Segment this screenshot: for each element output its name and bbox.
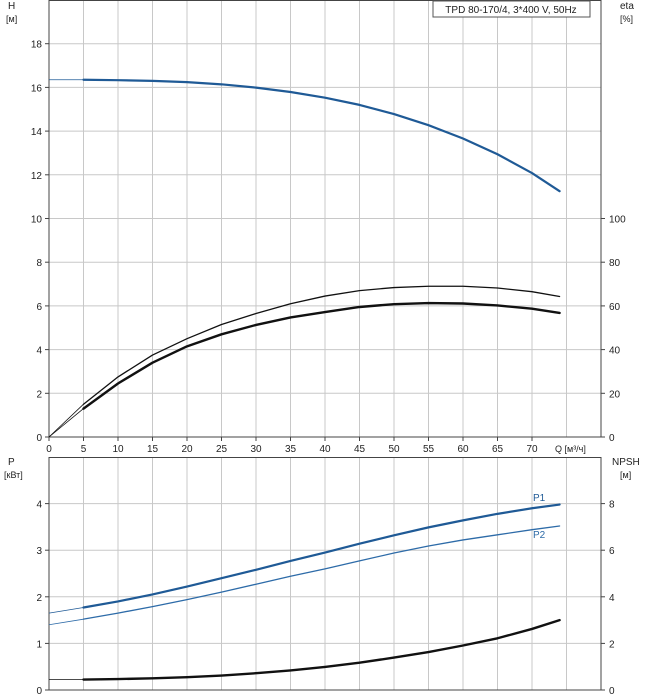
p-axis-name: P (8, 457, 15, 468)
p-axis-unit: [кВт] (4, 470, 23, 480)
top-left-tick-label: 8 (36, 258, 42, 269)
bottom-series-0-extrapolated (48, 607, 84, 614)
eta-axis-name: eta (620, 1, 634, 12)
bottom-left-tick-label: 0 (36, 686, 42, 697)
top-left-tick-label: 16 (31, 83, 43, 94)
bottom-right-tick-label: 4 (609, 593, 615, 604)
npsh-axis-unit: [м] (620, 470, 631, 480)
x-tick-label: 35 (285, 444, 297, 455)
h-axis-unit: [м] (6, 14, 17, 24)
x-tick-label: 10 (112, 444, 124, 455)
top-series-1-extrapolated (48, 403, 84, 438)
x-tick-label: 20 (181, 444, 193, 455)
top-left-tick-label: 0 (36, 433, 42, 444)
bottom-right-tick-label: 0 (609, 686, 615, 697)
bottom-right-tick-label: 8 (609, 500, 615, 511)
bottom-plot-frame (48, 457, 602, 691)
top-right-tick-label: 100 (609, 215, 626, 226)
top-right-tick-label: 0 (609, 433, 615, 444)
top-left-tick-label: 18 (31, 40, 43, 51)
x-tick-label: 40 (319, 444, 331, 455)
bottom-right-tick-label: 2 (609, 639, 615, 650)
bottom-left-tick-label: 2 (36, 593, 42, 604)
top-right-tick-label: 40 (609, 346, 621, 357)
x-tick-label: 60 (457, 444, 469, 455)
top-left-tick-label: 10 (31, 215, 43, 226)
x-tick-label: 15 (147, 444, 159, 455)
p2-series-label: P2 (533, 530, 546, 541)
x-tick-label: 5 (81, 444, 87, 455)
q-axis-label: Q [м³/ч] (555, 444, 586, 454)
top-left-tick-label: 4 (36, 346, 42, 357)
x-tick-label: 70 (526, 444, 538, 455)
bottom-right-tick-label: 6 (609, 546, 615, 557)
top-left-tick-label: 2 (36, 389, 42, 400)
bottom-left-tick-label: 1 (36, 639, 42, 650)
eta-axis-unit: [%] (620, 14, 633, 24)
top-grid (49, 0, 601, 437)
bottom-series-1-extrapolated (48, 618, 84, 626)
bottom-series (48, 503, 561, 681)
top-left-tick-label: 12 (31, 171, 43, 182)
x-tick-label: 65 (492, 444, 504, 455)
p1-series-label: P1 (533, 493, 546, 504)
bottom-left-tick-label: 3 (36, 546, 42, 557)
top-series-2-extrapolated (48, 408, 84, 438)
model-label-box (432, 0, 591, 18)
top-right-tick-label: 80 (609, 258, 621, 269)
top-series (48, 78, 561, 438)
top-left-tick-label: 6 (36, 302, 42, 313)
x-tick-label: 55 (423, 444, 435, 455)
top-left-tick-label: 14 (31, 127, 43, 138)
x-tick-label: 0 (46, 444, 52, 455)
npsh-axis-name: NPSH (612, 457, 640, 468)
x-tick-label: 25 (216, 444, 228, 455)
model-label: TPD 80-170/4, 3*400 V, 50Hz (445, 5, 576, 16)
bottom-left-tick-label: 4 (36, 500, 42, 511)
x-tick-label: 50 (388, 444, 400, 455)
top-right-tick-label: 20 (609, 389, 621, 400)
x-tick-label: 45 (354, 444, 366, 455)
top-right-tick-label: 60 (609, 302, 621, 313)
x-tick-label: 30 (250, 444, 262, 455)
h-axis-name: H (8, 1, 15, 12)
